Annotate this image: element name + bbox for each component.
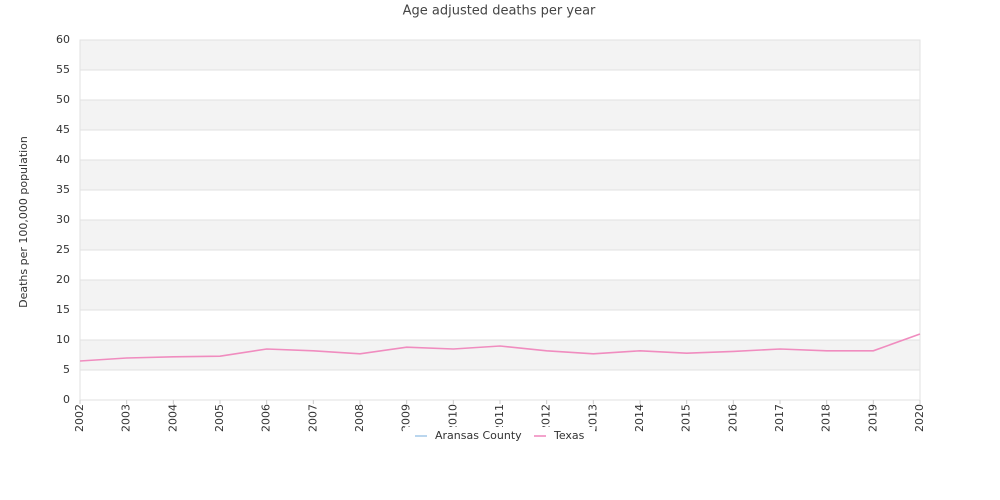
x-tick-label: 2012 bbox=[540, 404, 553, 432]
legend-label: Aransas County bbox=[435, 429, 522, 442]
y-tick-label: 10 bbox=[56, 333, 70, 346]
x-tick-label: 2016 bbox=[726, 404, 739, 432]
x-tick-label: 2019 bbox=[866, 404, 879, 432]
x-tick-label: 2018 bbox=[820, 404, 833, 432]
y-tick-label: 20 bbox=[56, 273, 70, 286]
x-tick-label: 2015 bbox=[680, 404, 693, 432]
grid-band bbox=[80, 340, 920, 370]
grid-band bbox=[80, 160, 920, 190]
x-tick-label: 2008 bbox=[353, 404, 366, 432]
x-tick-label: 2002 bbox=[73, 404, 86, 432]
x-tick-label: 2005 bbox=[213, 404, 226, 432]
x-tick-label: 2007 bbox=[306, 404, 319, 432]
grid-band bbox=[80, 220, 920, 250]
legend-background bbox=[405, 427, 595, 445]
y-tick-label: 55 bbox=[56, 63, 70, 76]
x-tick-label: 2020 bbox=[913, 404, 926, 432]
grid-band bbox=[80, 100, 920, 130]
y-tick-label: 15 bbox=[56, 303, 70, 316]
y-tick-label: 5 bbox=[63, 363, 70, 376]
y-tick-label: 0 bbox=[63, 393, 70, 406]
x-tick-label: 2017 bbox=[773, 404, 786, 432]
y-tick-label: 45 bbox=[56, 123, 70, 136]
x-tick-label: 2009 bbox=[400, 404, 413, 432]
x-tick-label: 2011 bbox=[493, 404, 506, 432]
x-tick-label: 2006 bbox=[260, 404, 273, 432]
y-tick-label: 40 bbox=[56, 153, 70, 166]
x-tick-label: 2004 bbox=[166, 404, 179, 432]
x-tick-label: 2013 bbox=[586, 404, 599, 432]
y-tick-label: 35 bbox=[56, 183, 70, 196]
y-axis-label: Deaths per 100,000 population bbox=[17, 136, 30, 308]
y-tick-label: 30 bbox=[56, 213, 70, 226]
chart-title: Age adjusted deaths per year bbox=[403, 4, 596, 19]
grid-band bbox=[80, 40, 920, 70]
grid-band bbox=[80, 280, 920, 310]
y-tick-label: 50 bbox=[56, 93, 70, 106]
y-tick-label: 25 bbox=[56, 243, 70, 256]
series-line bbox=[79, 333, 921, 362]
x-tick-label: 2010 bbox=[446, 404, 459, 432]
x-tick-label: 2003 bbox=[120, 404, 133, 432]
legend-label: Texas bbox=[553, 429, 585, 442]
x-tick-label: 2014 bbox=[633, 404, 646, 432]
y-tick-label: 60 bbox=[56, 33, 70, 46]
